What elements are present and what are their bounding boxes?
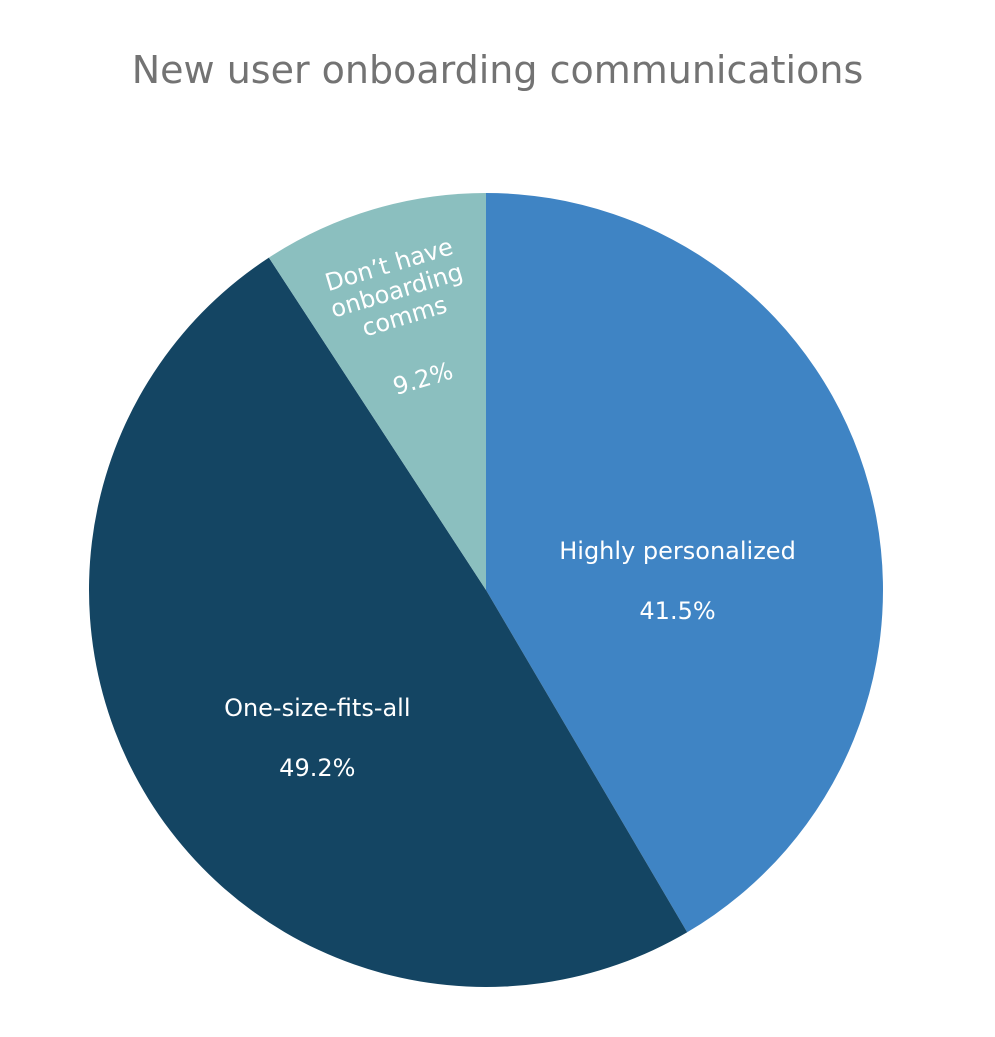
- slice-label: One-size-fits-all: [224, 693, 411, 722]
- chart-title: New user onboarding communications: [131, 48, 864, 92]
- value-label: 41.5%: [639, 596, 716, 625]
- pie-slice: [486, 193, 883, 933]
- pie-slice: [89, 257, 688, 987]
- slice-label: Highly personalized: [559, 536, 796, 565]
- pie-slice: [268, 193, 486, 590]
- value-label: 49.2%: [279, 753, 356, 782]
